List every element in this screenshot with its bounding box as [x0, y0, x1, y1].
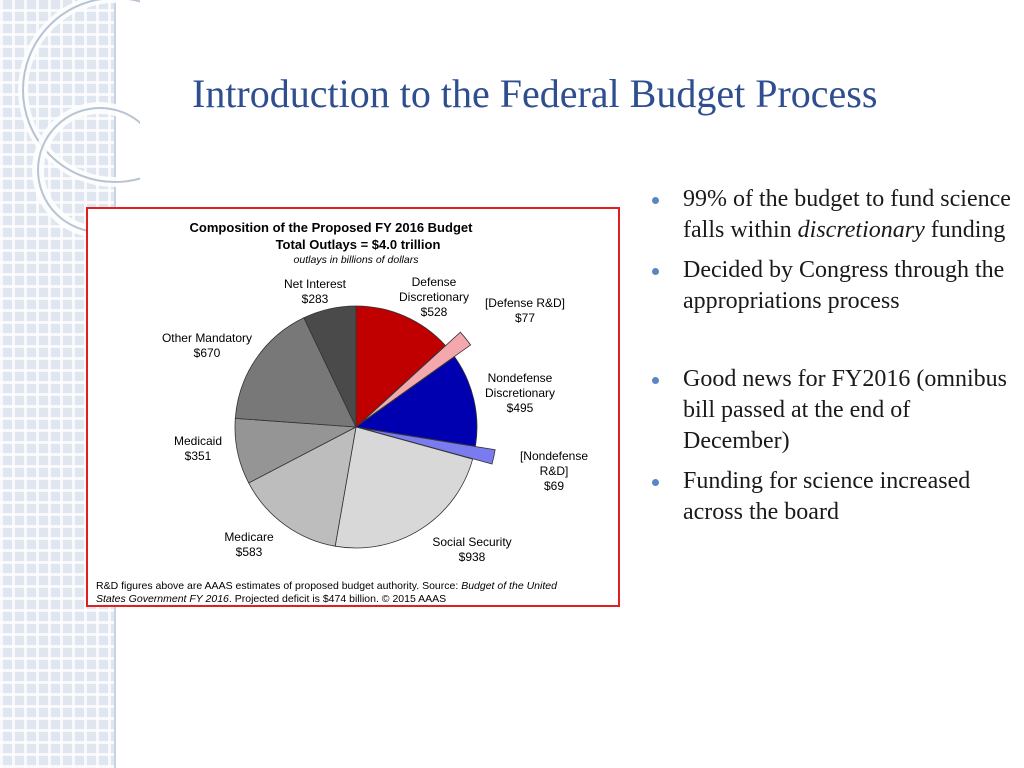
label-defense-rd-value: $77: [515, 311, 535, 325]
label-defense-disc-name-1: Defense: [412, 275, 457, 289]
bullet-dot-icon: [652, 268, 659, 275]
pie-slice-net-interest: [303, 305, 357, 428]
chart-subtitle: Total Outlays = $4.0 trillion: [276, 237, 441, 252]
slide-title: Introduction to the Federal Budget Proce…: [192, 71, 878, 116]
chart-title: Composition of the Proposed FY 2016 Budg…: [190, 220, 474, 235]
label-social-security-value: $938: [459, 550, 486, 564]
budget-chart: Composition of the Proposed FY 2016 Budg…: [86, 207, 620, 607]
bullet-dot-icon: [652, 377, 659, 384]
pie-slice-defense-discretionary: [355, 305, 446, 428]
pie-slice-social-security: [334, 426, 474, 549]
decorative-rings: [18, 0, 140, 238]
chart-source-line-2: States Government FY 2016. Projected def…: [96, 593, 446, 605]
bullet-item: Decided by Congress through the appropri…: [648, 255, 1018, 317]
label-medicaid-name: Medicaid: [174, 434, 222, 448]
bullet-dot-icon: [652, 197, 659, 204]
bullet-list: 99% of the budget to fund science falls …: [648, 184, 1018, 528]
chart-note: outlays in billions of dollars: [294, 254, 420, 266]
pie-slice-nondefense-r-d: [361, 427, 496, 465]
pie-slice-defense-r-d: [360, 331, 472, 424]
label-net-interest-value: $283: [302, 292, 329, 306]
label-medicare-value: $583: [236, 545, 263, 559]
pie-slice-other-mandatory: [234, 317, 357, 428]
label-social-security-name: Social Security: [432, 535, 511, 549]
label-defense-disc-name-2: Discretionary: [399, 290, 469, 304]
label-nondefense-disc-value: $495: [507, 401, 534, 415]
bullet-item: 99% of the budget to fund science falls …: [648, 184, 1018, 246]
label-nondefense-rd-name-1: [Nondefense: [520, 449, 588, 463]
label-medicare-name: Medicare: [224, 530, 274, 544]
bullet-item: Funding for science increased across the…: [648, 466, 1018, 528]
label-nondefense-rd-value: $69: [544, 479, 564, 493]
label-other-mandatory-value: $670: [194, 346, 221, 360]
label-net-interest-name: Net Interest: [284, 277, 347, 291]
label-nondefense-rd-name-2: R&D]: [540, 464, 569, 478]
label-defense-disc-value: $528: [421, 305, 448, 319]
pie-chart: Composition of the Proposed FY 2016 Budg…: [96, 220, 588, 605]
pie-slices: [234, 305, 496, 549]
label-medicaid-value: $351: [185, 449, 212, 463]
chart-source-line-1: R&D figures above are AAAS estimates of …: [96, 580, 558, 592]
bullet-item: Good news for FY2016 (omnibus bill passe…: [648, 364, 1018, 457]
pie-slice-medicare: [248, 426, 357, 547]
label-nondefense-disc-name-1: Nondefense: [488, 371, 553, 385]
pie-slice-nondefense-discretionary: [354, 356, 478, 447]
label-defense-rd-name: [Defense R&D]: [485, 296, 565, 310]
label-other-mandatory-name: Other Mandatory: [162, 331, 252, 345]
bullet-dot-icon: [652, 479, 659, 486]
label-nondefense-disc-name-2: Discretionary: [485, 386, 555, 400]
